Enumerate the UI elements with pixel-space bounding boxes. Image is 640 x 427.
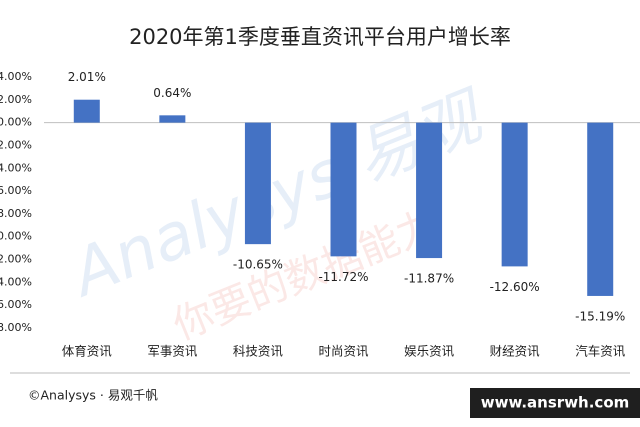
value-label: 0.64% (153, 86, 191, 100)
y-tick-label: 2.00% (0, 93, 32, 106)
y-tick-label: -6.00% (0, 184, 32, 197)
bar (73, 99, 100, 123)
value-label: 2.01% (68, 70, 106, 84)
x-tick-label: 科技资讯 (233, 344, 284, 359)
y-tick-label: -10.00% (0, 230, 32, 243)
x-tick-label: 娱乐资讯 (404, 344, 455, 359)
bar (501, 122, 528, 267)
bar (244, 122, 271, 245)
source: ©Analysys · 易观千帆 (28, 388, 158, 403)
y-tick-label: -12.00% (0, 253, 32, 266)
y-tick-label: 0.00% (0, 116, 32, 129)
value-label: -12.60% (490, 280, 540, 294)
site-badge: www.ansrwh.com (481, 394, 630, 412)
value-label: -11.87% (404, 272, 454, 286)
value-label: -10.65% (233, 258, 283, 272)
y-tick-label: -8.00% (0, 207, 32, 220)
y-tick-label: -16.00% (0, 298, 32, 311)
x-tick-label: 军事资讯 (147, 344, 198, 359)
x-tick-label: 汽车资讯 (575, 344, 626, 359)
bar (587, 122, 614, 296)
y-tick-label: -14.00% (0, 275, 32, 288)
chart-title: 2020年第1季度垂直资讯平台用户增长率 (129, 25, 511, 49)
y-tick-label: -18.00% (0, 321, 32, 334)
y-tick-label: -2.00% (0, 138, 32, 151)
x-tick-label: 财经资讯 (490, 344, 541, 359)
y-tick-label: 4.00% (0, 70, 32, 83)
x-tick-label: 体育资讯 (62, 344, 113, 359)
value-label: -15.19% (575, 309, 625, 323)
value-label: -11.72% (318, 270, 368, 284)
y-tick-label: -4.00% (0, 161, 32, 174)
bar (330, 122, 357, 257)
site-badge-bg (470, 388, 640, 418)
bar (159, 115, 186, 123)
x-tick-label: 时尚资讯 (318, 344, 369, 359)
bar (416, 122, 443, 259)
